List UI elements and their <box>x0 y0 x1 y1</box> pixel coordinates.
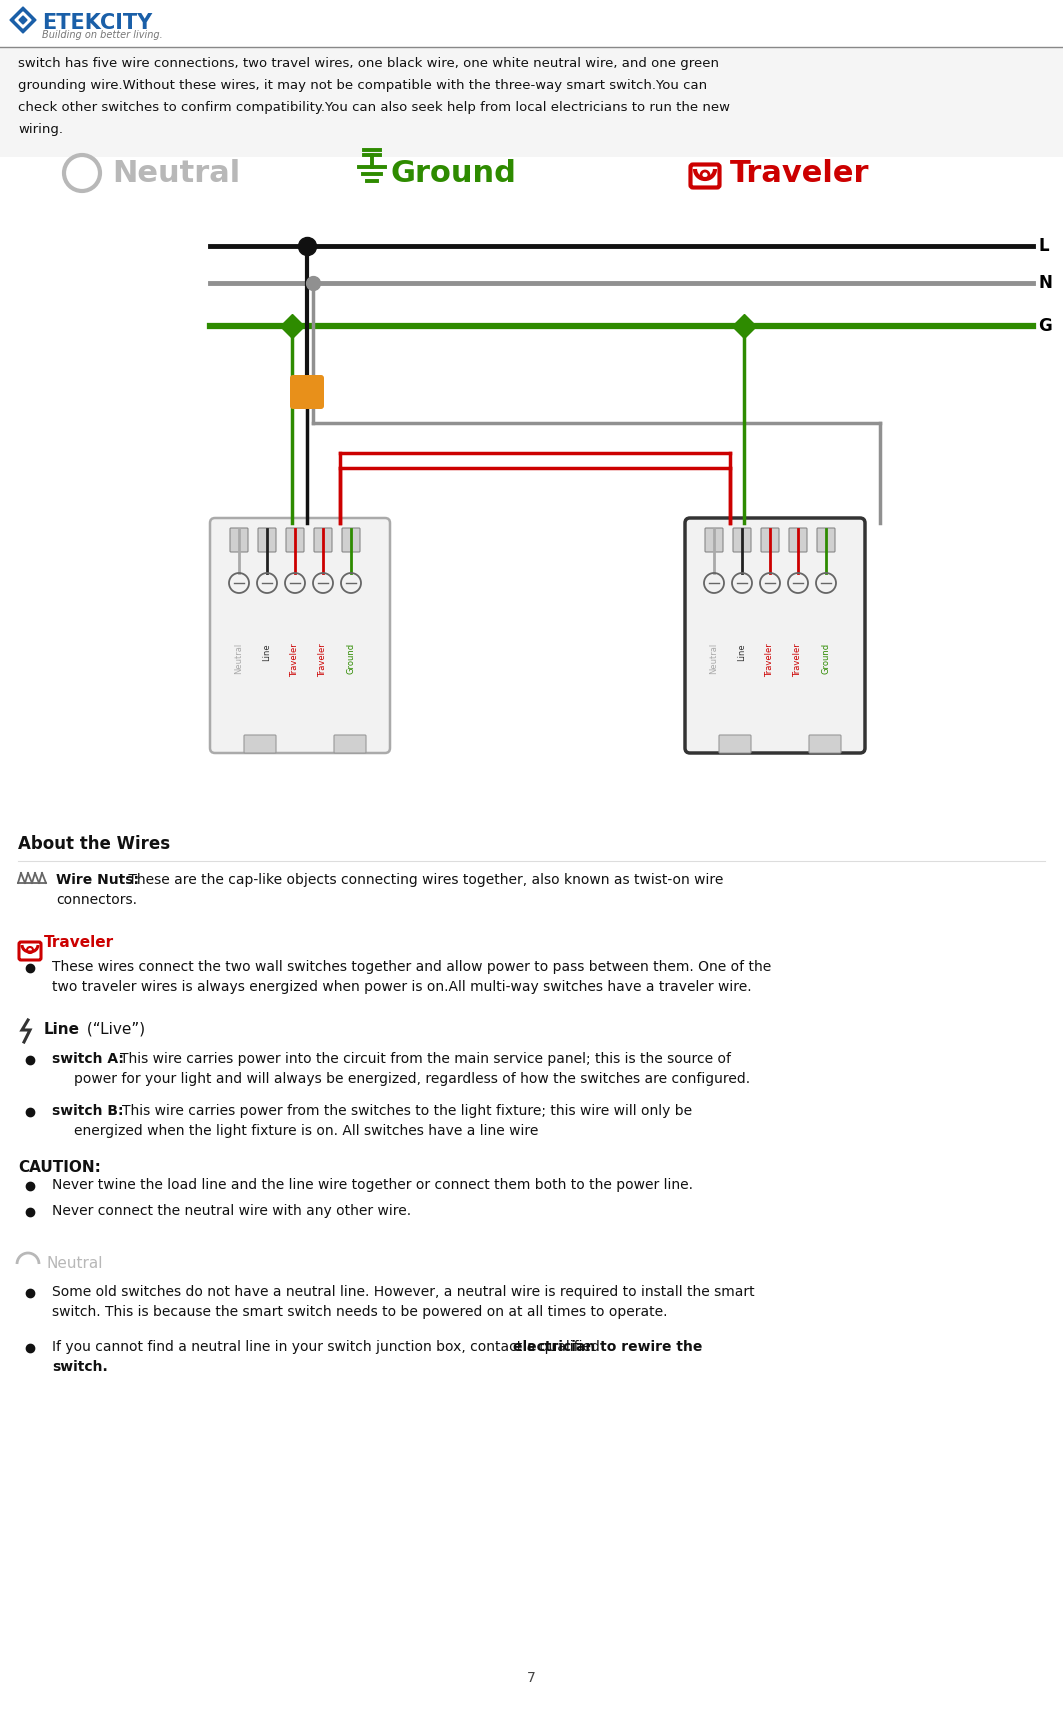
Text: check other switches to confirm compatibility.You can also seek help from local : check other switches to confirm compatib… <box>18 101 730 115</box>
FancyBboxPatch shape <box>334 735 366 754</box>
Text: Traveler: Traveler <box>290 643 300 677</box>
FancyBboxPatch shape <box>286 528 304 552</box>
Text: switch has five wire connections, two travel wires, one black wire, one white ne: switch has five wire connections, two tr… <box>18 56 719 70</box>
Text: two traveler wires is always energized when power is on.All multi-way switches h: two traveler wires is always energized w… <box>52 979 752 995</box>
Text: Some old switches do not have a neutral line. However, a neutral wire is require: Some old switches do not have a neutral … <box>52 1285 755 1299</box>
Text: Neutral: Neutral <box>709 643 719 675</box>
Text: Neutral: Neutral <box>112 159 240 188</box>
FancyBboxPatch shape <box>817 528 836 552</box>
FancyBboxPatch shape <box>258 528 276 552</box>
FancyBboxPatch shape <box>685 518 865 754</box>
Text: power for your light and will always be energized, regardless of how the switche: power for your light and will always be … <box>74 1072 750 1085</box>
FancyBboxPatch shape <box>761 528 779 552</box>
FancyBboxPatch shape <box>342 528 360 552</box>
Text: connectors.: connectors. <box>56 894 137 907</box>
Text: This wire carries power into the circuit from the main service panel; this is th: This wire carries power into the circuit… <box>120 1053 731 1066</box>
Text: (“Live”): (“Live”) <box>82 1022 146 1037</box>
Text: Traveler: Traveler <box>319 643 327 677</box>
Text: CAUTION:: CAUTION: <box>18 1160 101 1176</box>
Text: Never twine the load line and the line wire together or connect them both to the: Never twine the load line and the line w… <box>52 1178 693 1191</box>
Text: Neutral: Neutral <box>46 1256 102 1271</box>
Polygon shape <box>15 12 31 27</box>
Text: L: L <box>1037 238 1048 255</box>
Text: Traveler: Traveler <box>44 935 114 950</box>
Text: If you cannot find a neutral line in your switch junction box, contact a qualifi: If you cannot find a neutral line in you… <box>52 1340 604 1354</box>
Text: switch B:: switch B: <box>52 1104 123 1118</box>
FancyBboxPatch shape <box>705 528 723 552</box>
Text: Line: Line <box>263 643 271 661</box>
Text: G: G <box>1037 316 1051 335</box>
FancyBboxPatch shape <box>809 735 841 754</box>
Text: Line: Line <box>44 1022 80 1037</box>
Text: switch.: switch. <box>52 1360 107 1374</box>
Text: Never connect the neutral wire with any other wire.: Never connect the neutral wire with any … <box>52 1205 411 1219</box>
Text: grounding wire.Without these wires, it may not be compatible with the three-way : grounding wire.Without these wires, it m… <box>18 79 707 92</box>
Text: Ground: Ground <box>822 643 830 673</box>
Text: Building on better living.: Building on better living. <box>43 31 163 39</box>
Polygon shape <box>19 15 27 24</box>
Text: These are the cap-like objects connecting wires together, also known as twist-on: These are the cap-like objects connectin… <box>124 873 724 887</box>
Text: switch A:: switch A: <box>52 1053 124 1066</box>
FancyBboxPatch shape <box>719 735 750 754</box>
Polygon shape <box>10 7 36 32</box>
Text: Traveler: Traveler <box>765 643 775 677</box>
Text: Ground: Ground <box>390 159 516 188</box>
Text: Line: Line <box>738 643 746 661</box>
Text: Ground: Ground <box>347 643 355 673</box>
Text: Neutral: Neutral <box>235 643 243 675</box>
Text: wiring.: wiring. <box>18 123 63 137</box>
Text: Wire Nuts:: Wire Nuts: <box>56 873 139 887</box>
Text: About the Wires: About the Wires <box>18 836 170 853</box>
FancyBboxPatch shape <box>789 528 807 552</box>
Text: Traveler: Traveler <box>793 643 803 677</box>
FancyBboxPatch shape <box>290 374 324 408</box>
FancyBboxPatch shape <box>230 528 248 552</box>
Bar <box>0 48 1063 157</box>
Text: N: N <box>1037 273 1052 292</box>
FancyBboxPatch shape <box>733 528 750 552</box>
Text: 7: 7 <box>526 1671 536 1685</box>
FancyBboxPatch shape <box>244 735 276 754</box>
FancyBboxPatch shape <box>210 518 390 754</box>
Text: ETEKCITY: ETEKCITY <box>43 14 152 32</box>
Text: These wires connect the two wall switches together and allow power to pass betwe: These wires connect the two wall switche… <box>52 960 772 974</box>
Text: electrician to rewire the: electrician to rewire the <box>512 1340 702 1354</box>
FancyBboxPatch shape <box>314 528 332 552</box>
Text: Traveler: Traveler <box>730 159 870 188</box>
Text: energized when the light fixture is on. All switches have a line wire: energized when the light fixture is on. … <box>74 1125 538 1138</box>
Text: This wire carries power from the switches to the light fixture; this wire will o: This wire carries power from the switche… <box>122 1104 692 1118</box>
Text: switch. This is because the smart switch needs to be powered on at all times to : switch. This is because the smart switch… <box>52 1306 668 1319</box>
